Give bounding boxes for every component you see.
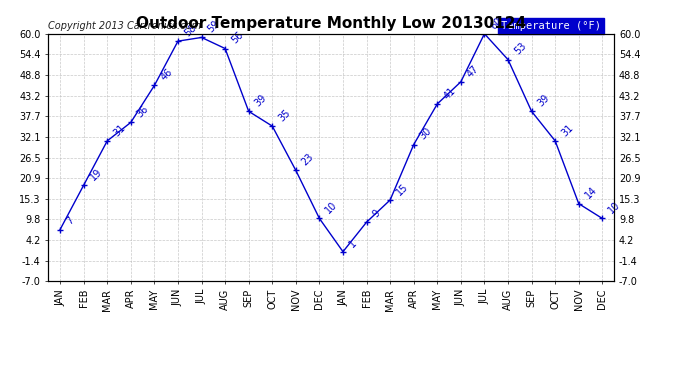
Text: 23: 23 <box>300 152 316 168</box>
Text: 58: 58 <box>182 22 198 38</box>
Title: Outdoor Temperature Monthly Low 20130124: Outdoor Temperature Monthly Low 20130124 <box>136 16 526 31</box>
Text: 53: 53 <box>512 41 528 57</box>
Text: 41: 41 <box>442 86 457 101</box>
Text: 60: 60 <box>489 15 504 31</box>
Text: 10: 10 <box>607 200 622 216</box>
Text: 36: 36 <box>135 104 150 120</box>
Text: 46: 46 <box>159 67 175 83</box>
Text: 9: 9 <box>371 208 382 219</box>
Text: 7: 7 <box>64 215 76 227</box>
Text: 19: 19 <box>88 167 103 182</box>
Text: 39: 39 <box>535 93 551 108</box>
Text: 30: 30 <box>418 126 433 142</box>
Text: 14: 14 <box>583 185 599 201</box>
Text: 31: 31 <box>560 122 575 138</box>
Text: 31: 31 <box>111 122 127 138</box>
Text: 15: 15 <box>394 182 410 197</box>
Text: 10: 10 <box>324 200 339 216</box>
Text: 56: 56 <box>229 30 245 46</box>
Text: 47: 47 <box>465 63 481 79</box>
Text: 59: 59 <box>206 19 221 34</box>
Text: 1: 1 <box>347 237 359 249</box>
Text: Copyright 2013 Cartronics.com: Copyright 2013 Cartronics.com <box>48 21 201 31</box>
Text: Temperature (°F): Temperature (°F) <box>501 21 601 31</box>
Text: 35: 35 <box>277 108 293 123</box>
Text: 39: 39 <box>253 93 268 108</box>
